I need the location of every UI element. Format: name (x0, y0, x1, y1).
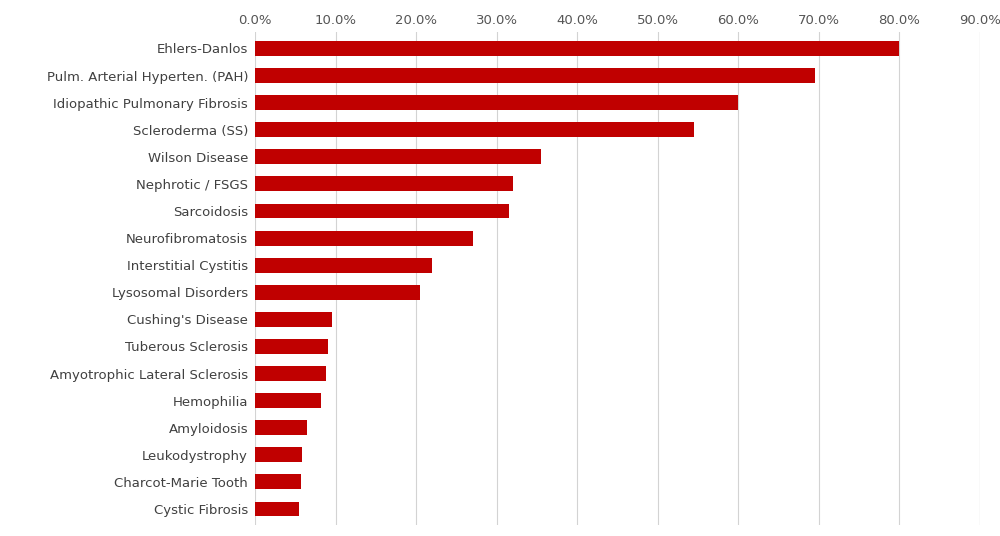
Bar (255, 258, 432, 273)
Bar (255, 68, 815, 83)
Bar (255, 474, 301, 489)
Bar (255, 366, 326, 381)
Bar (255, 230, 473, 245)
Bar (255, 393, 321, 408)
Bar (255, 448, 302, 462)
Bar (255, 312, 332, 327)
Bar (255, 95, 738, 110)
Bar (255, 502, 299, 517)
Bar (255, 285, 420, 300)
Bar (255, 176, 513, 191)
Bar (255, 339, 328, 354)
Bar (255, 420, 307, 435)
Bar (255, 150, 541, 164)
Bar (255, 204, 509, 219)
Bar (255, 41, 899, 56)
Bar (255, 122, 694, 137)
